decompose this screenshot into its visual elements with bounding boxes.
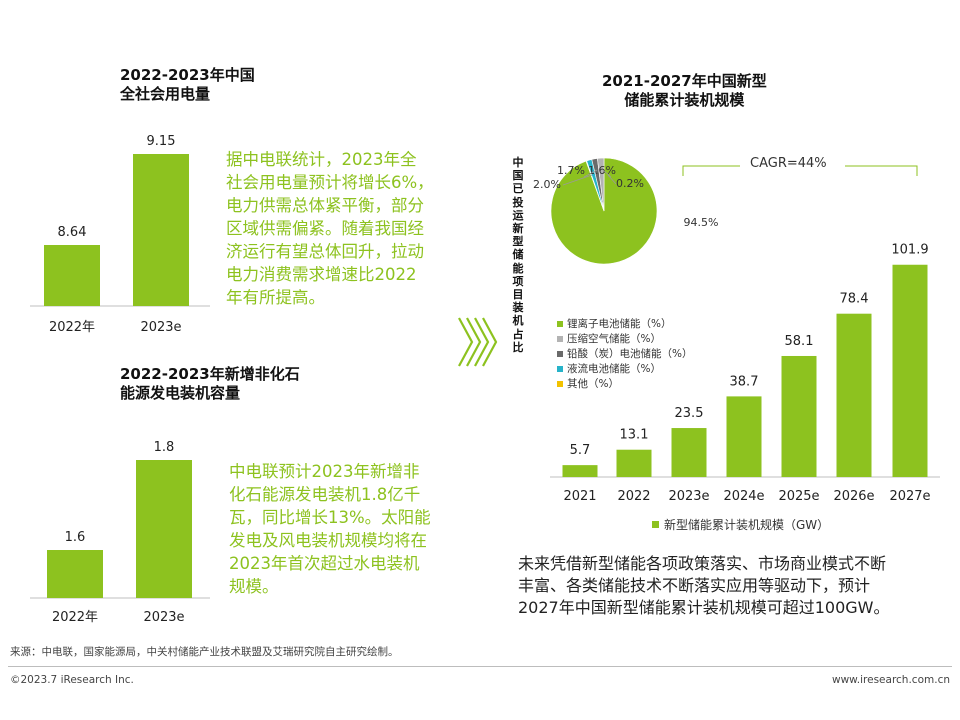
pie-slice <box>597 157 605 212</box>
capacity-bar <box>136 460 192 598</box>
pie-leader-line <box>607 174 617 185</box>
legend-label: 压缩空气储能（%） <box>567 333 661 345</box>
pie-legend-item: 液流电池储能（%） <box>557 361 692 376</box>
legend-label: 锂离子电池储能（%） <box>567 318 672 330</box>
capacity-value-label: 1.6 <box>65 530 86 545</box>
pie-leader-line <box>583 169 598 178</box>
storage-value-label: 58.1 <box>785 334 814 349</box>
storage-category-label: 2022 <box>617 489 650 504</box>
storage-bar <box>671 428 707 477</box>
legend-swatch <box>557 365 563 372</box>
pie-legend: 锂离子电池储能（%） 压缩空气储能（%） 铅酸（炭）电池储能（%） 液流电池储能… <box>557 316 692 391</box>
storage-bar <box>892 264 928 477</box>
pie-slice-label: 94.5% <box>684 216 719 229</box>
pie-slice-label: 2.0% <box>533 178 561 191</box>
storage-conclusion: 未来凭借新型储能各项政策落实、市场商业模式不断 丰富、各类储能技术不断落实应用等… <box>518 554 890 617</box>
electricity-bar <box>44 245 100 306</box>
pie-slice-label: 1.7% <box>557 164 585 177</box>
legend-swatch <box>652 521 659 528</box>
legend-label: 其他（%） <box>567 378 619 390</box>
pie-legend-item: 压缩空气储能（%） <box>557 331 692 346</box>
storage-bar <box>562 465 598 477</box>
legend-swatch <box>557 380 563 387</box>
pie-legend-item: 锂离子电池储能（%） <box>557 316 692 331</box>
capacity-value-label: 1.8 <box>154 440 175 455</box>
storage-category-label: 2027e <box>889 489 930 504</box>
storage-bar <box>781 355 817 477</box>
storage-bar <box>616 449 652 477</box>
cagr-label: CAGR=44% <box>750 156 827 171</box>
storage-chart-title: 2021-2027年中国新型 储能累计装机规模 <box>602 72 767 109</box>
storage-category-label: 2025e <box>778 489 819 504</box>
storage-value-label: 101.9 <box>891 243 928 258</box>
storage-value-label: 13.1 <box>620 428 649 443</box>
source-note: 来源：中电联，国家能源局，中关村储能产业技术联盟及艾瑞研究院自主研究绘制。 <box>10 646 399 658</box>
storage-legend: 新型储能累计装机规模（GW） <box>652 516 829 533</box>
website-link[interactable]: www.iresearch.com.cn <box>831 674 950 686</box>
pie-slice <box>550 157 658 265</box>
legend-label: 液流电池储能（%） <box>567 363 661 375</box>
storage-category-label: 2026e <box>833 489 874 504</box>
storage-value-label: 23.5 <box>675 406 704 421</box>
pie-leader-line <box>602 169 612 178</box>
electricity-chart-title: 2022-2023年中国 全社会用电量 <box>120 66 255 103</box>
legend-swatch <box>557 320 563 327</box>
storage-category-label: 2023e <box>668 489 709 504</box>
capacity-category-label: 2023e <box>143 610 184 625</box>
storage-bar <box>726 396 762 477</box>
legend-swatch <box>557 350 563 357</box>
capacity-paragraph: 中电联预计2023年新增非 化石能源发电装机1.8亿千 瓦，同比增长13%。太阳… <box>229 462 431 596</box>
electricity-category-label: 2022年 <box>49 320 95 335</box>
electricity-value-label: 8.64 <box>58 225 87 240</box>
storage-value-label: 38.7 <box>730 374 759 389</box>
storage-category-label: 2024e <box>723 489 764 504</box>
electricity-category-label: 2023e <box>140 320 181 335</box>
electricity-value-label: 9.15 <box>147 134 176 149</box>
pie-slice-label: 1.6% <box>588 164 616 177</box>
storage-legend-label: 新型储能累计装机规模（GW） <box>664 518 830 532</box>
storage-category-label: 2021 <box>563 489 596 504</box>
cagr-bracket <box>682 165 918 176</box>
capacity-chart-title: 2022-2023年新增非化石 能源发电装机容量 <box>120 365 300 402</box>
pie-legend-item: 其他（%） <box>557 376 692 391</box>
pie-legend-item: 铅酸（炭）电池储能（%） <box>557 346 692 361</box>
legend-swatch <box>557 335 563 342</box>
double-chevron-icon <box>458 317 498 367</box>
pie-leader-line <box>562 174 593 186</box>
pie-slice-label: 0.2% <box>616 177 644 190</box>
legend-label: 铅酸（炭）电池储能（%） <box>567 348 693 360</box>
pie-chart-title: 中国已投运新型储能项目装机占比 <box>512 156 524 354</box>
capacity-category-label: 2022年 <box>52 610 98 625</box>
capacity-bar <box>47 550 103 598</box>
copyright: ©2023.7 iResearch Inc. <box>10 674 134 686</box>
footer-divider <box>8 666 952 667</box>
storage-bar <box>836 313 872 477</box>
storage-value-label: 5.7 <box>570 443 591 458</box>
electricity-paragraph: 据中电联统计，2023年全 社会用电量预计将增长6%， 电力供需总体紧平衡，部分… <box>226 150 434 307</box>
electricity-bar <box>133 154 189 306</box>
storage-value-label: 78.4 <box>840 292 869 307</box>
